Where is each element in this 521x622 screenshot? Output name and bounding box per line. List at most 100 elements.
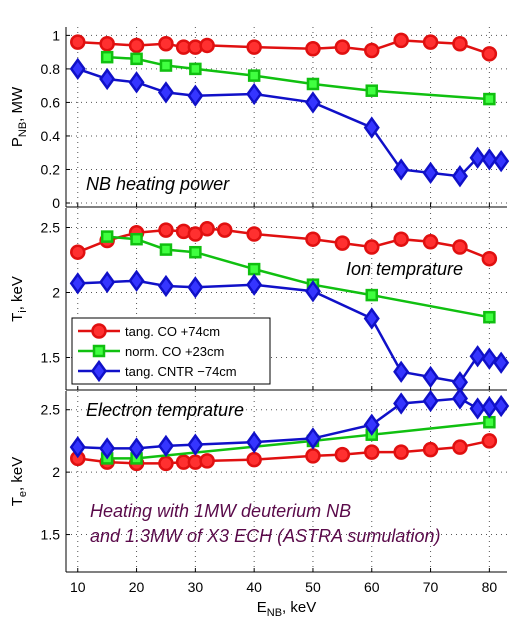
panel-power: 0 0.2 0.4 0.6 0.8 1 PNB, MW [9, 27, 510, 211]
data-point [469, 397, 486, 420]
data-point [304, 91, 322, 114]
y-axis-label-unit: , keV [9, 457, 26, 491]
data-point [187, 433, 204, 456]
data-point [99, 437, 116, 460]
data-point [158, 36, 174, 52]
data-point [128, 37, 145, 54]
data-point [189, 245, 202, 259]
data-point [246, 39, 262, 55]
y-tick-label: 0.4 [41, 128, 61, 144]
y-axis-label-sub: i [17, 310, 29, 312]
data-point [246, 226, 262, 242]
x-tick-label: 50 [305, 579, 321, 595]
data-point [365, 288, 379, 302]
data-point [158, 455, 174, 472]
legend-entry: tang. CNTR −74cm [78, 359, 237, 383]
data-point [130, 52, 143, 66]
data-point [199, 453, 215, 469]
data-point [128, 71, 145, 94]
data-point [246, 273, 263, 296]
data-point [393, 392, 410, 415]
data-point [334, 39, 351, 55]
data-point [452, 239, 468, 255]
y-axis-label: Ti, keV [9, 276, 29, 322]
data-point [393, 32, 409, 49]
data-point [422, 234, 439, 250]
data-point [493, 394, 510, 418]
data-point [364, 42, 380, 59]
data-point [422, 34, 439, 50]
y-tick-label: 2.5 [41, 402, 61, 418]
data-point [451, 387, 469, 410]
legend-label: norm. CO +23cm [125, 344, 224, 359]
annotation-ion-temprature: Ion temprature [346, 259, 463, 279]
y-axis-label-unit: , MW [9, 86, 26, 122]
series-diamond [69, 387, 510, 460]
data-point [305, 231, 321, 247]
data-point [481, 396, 498, 419]
series-square [100, 50, 496, 106]
y-tick-label: 0.8 [41, 61, 61, 77]
x-axis-label-sub: NB [267, 607, 282, 619]
data-point [334, 446, 351, 463]
data-point [99, 67, 116, 91]
legend-entry: norm. CO +23cm [78, 344, 224, 359]
data-point [469, 345, 486, 368]
data-point [481, 433, 498, 449]
legend-entry: tang. CO +74cm [78, 323, 220, 339]
x-tick-label: 40 [246, 579, 262, 595]
y-tick-label: 0 [52, 195, 60, 211]
data-point [304, 280, 322, 303]
data-point [364, 444, 380, 460]
data-point [199, 221, 215, 237]
y-tick-label: 2 [52, 285, 60, 301]
data-point [393, 231, 409, 247]
series-diamond [69, 57, 510, 188]
data-point [187, 276, 204, 299]
data-point [100, 50, 114, 64]
data-point [481, 250, 498, 267]
x-tick-label: 60 [364, 579, 380, 595]
legend: tang. CO +74cm norm. CO +23cm tang. CNTR −… [71, 317, 271, 385]
data-point [189, 62, 202, 76]
series-circle [70, 221, 498, 267]
data-point [393, 444, 409, 460]
x-axis-label-unit: , keV [282, 599, 316, 616]
y-axis-label-main: T [9, 313, 26, 322]
data-point [364, 239, 380, 255]
data-point [158, 222, 174, 238]
panel-ion: 1.5 2 2.5 Ti, keV [9, 208, 510, 394]
data-point [493, 149, 510, 173]
data-point [393, 158, 410, 181]
data-point [422, 365, 439, 389]
data-point [157, 81, 175, 104]
y-tick-label: 1 [52, 27, 60, 43]
data-point [393, 360, 410, 383]
data-point [69, 57, 86, 81]
data-point [246, 82, 263, 106]
annotation-electron-temprature: Electron temprature [86, 400, 244, 420]
y-tick-label: 0.2 [41, 161, 61, 177]
y-tick-label: 1.5 [41, 350, 61, 366]
data-point [306, 77, 320, 91]
x-axis-label: ENB, keV [257, 599, 316, 619]
data-point [305, 41, 321, 57]
data-point [481, 46, 498, 62]
y-axis-label-main: T [9, 497, 26, 506]
data-point [363, 116, 380, 139]
data-point [247, 262, 261, 276]
data-point [452, 36, 468, 52]
y-axis-label-sub: e [17, 491, 29, 497]
legend-label: tang. CNTR −74cm [125, 364, 237, 379]
data-point [99, 36, 115, 52]
y-axis-label-main: P [9, 137, 26, 147]
series-square [100, 230, 496, 324]
x-axis-label-main: E [257, 599, 267, 616]
data-point [334, 235, 351, 251]
x-tick-label: 80 [482, 579, 498, 595]
data-point [422, 161, 439, 184]
data-point [100, 230, 114, 243]
data-point [69, 436, 86, 459]
data-point [70, 34, 86, 50]
